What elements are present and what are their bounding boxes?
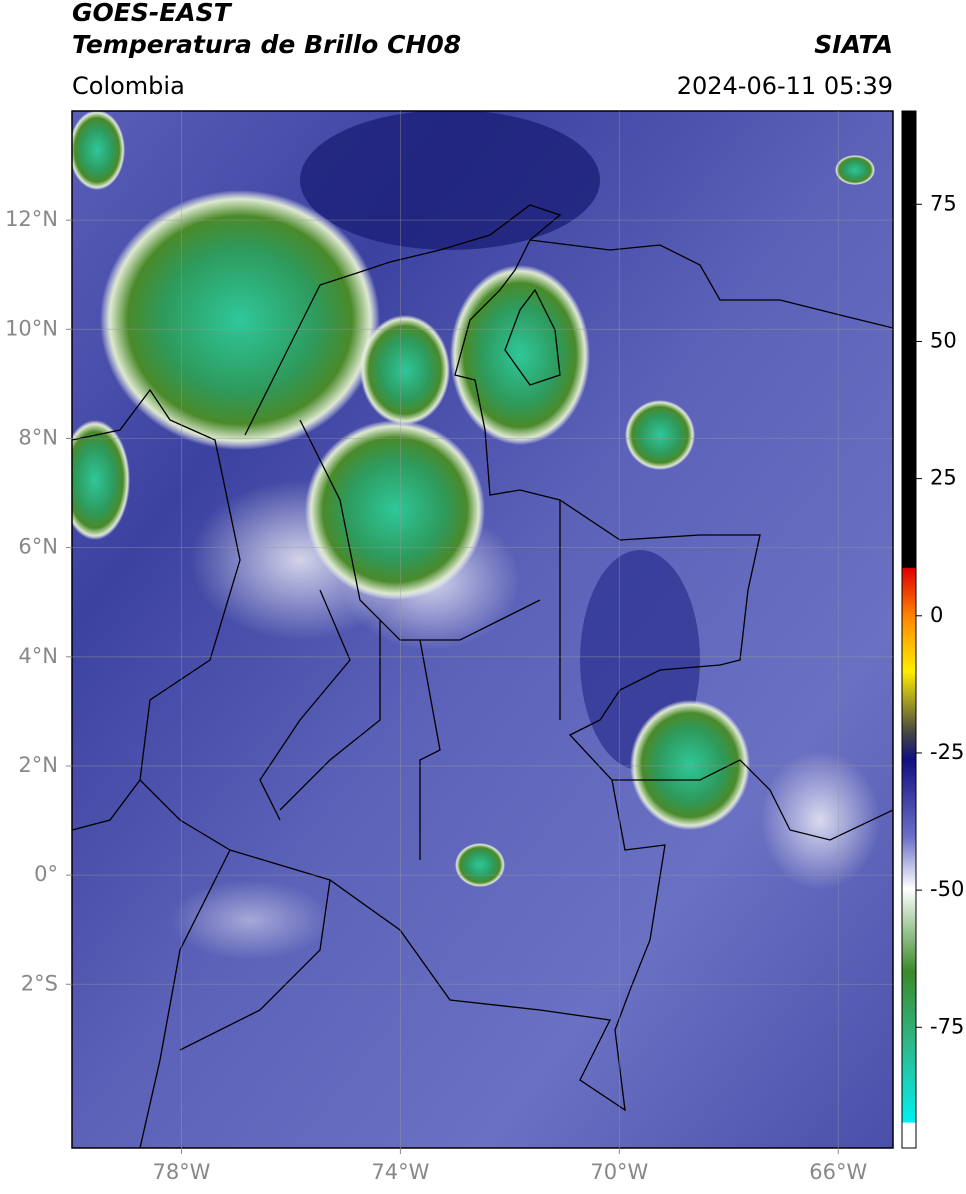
- x-tick-label: 78°W: [152, 1160, 210, 1184]
- title: GOES-EAST: [72, 0, 233, 27]
- map-frame: [71, 110, 894, 1149]
- y-tick-label: 8°N: [18, 425, 58, 449]
- subtitle: Temperatura de Brillo CH08: [72, 30, 461, 59]
- y-tick-label: 2°N: [18, 753, 58, 777]
- x-tick-label: 66°W: [809, 1160, 867, 1184]
- colorbar-tick-label: -25: [930, 740, 964, 764]
- y-tick-label: 10°N: [5, 316, 58, 340]
- y-tick-label: 12°N: [5, 207, 58, 231]
- colorbar-tick-label: -75: [930, 1014, 964, 1038]
- y-tick-label: 4°N: [18, 644, 58, 668]
- region: Colombia: [72, 72, 185, 100]
- x-tick-label: 70°W: [590, 1160, 648, 1184]
- colorbar-tick-label: -50: [930, 877, 964, 901]
- x-tick-label: 74°W: [371, 1160, 429, 1184]
- y-tick-label: 2°S: [21, 971, 58, 995]
- source: SIATA: [814, 30, 893, 59]
- y-tick-label: 6°N: [18, 535, 58, 559]
- colorbar-tick-label: 0: [930, 603, 943, 627]
- colorbar: [901, 110, 917, 1149]
- colorbar-tick-label: 75: [930, 191, 957, 215]
- datetime: 2024-06-11 05:39: [677, 72, 893, 100]
- y-tick-label: 0°: [34, 862, 58, 886]
- map-image: [72, 111, 893, 1148]
- colorbar-tick-label: 50: [930, 328, 957, 352]
- colorbar-tick-label: 25: [930, 466, 957, 490]
